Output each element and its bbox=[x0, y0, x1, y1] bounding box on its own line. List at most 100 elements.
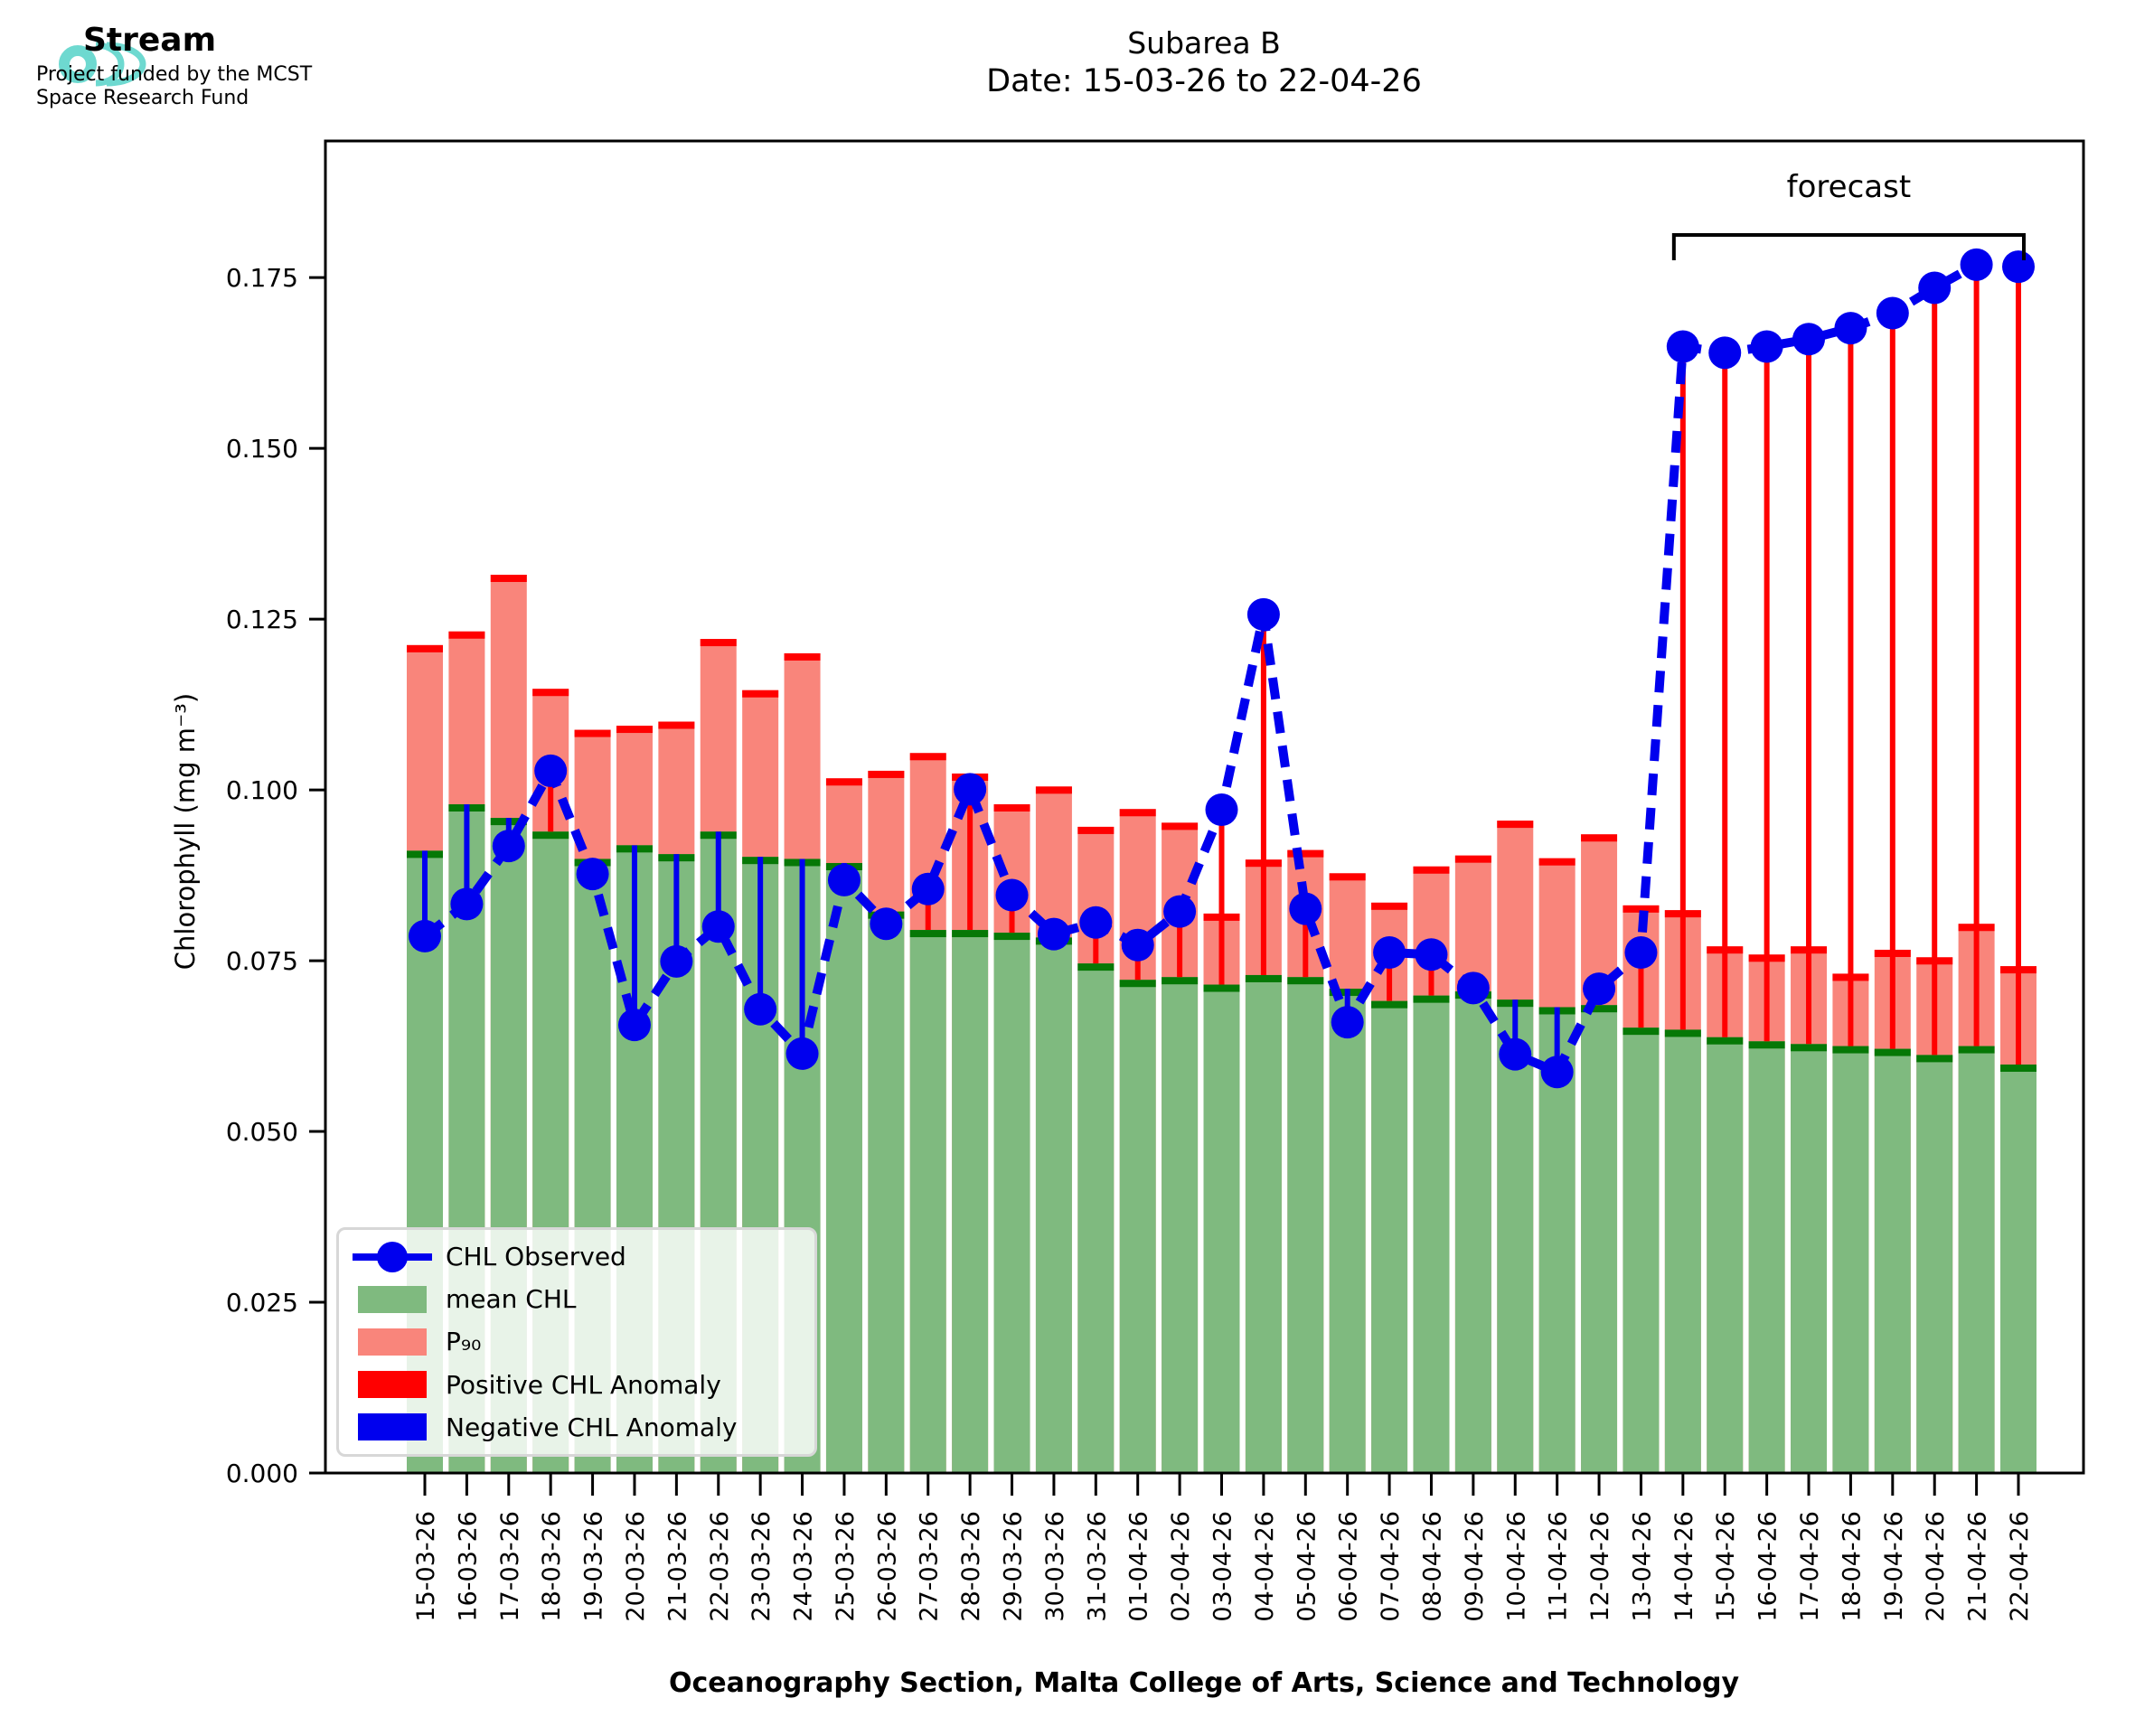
forecast-bracket bbox=[1671, 233, 2026, 260]
bar-mean bbox=[1203, 984, 1240, 1473]
bar-mean bbox=[1454, 991, 1491, 1473]
bar-mean bbox=[1581, 1005, 1618, 1473]
legend-observed-symbol bbox=[339, 1241, 446, 1272]
bar-mean-cap bbox=[1832, 1046, 1869, 1054]
logo-subtitle-line2: Space Research Fund bbox=[36, 87, 249, 109]
legend-label: Positive CHL Anomaly bbox=[446, 1369, 721, 1400]
bar-p90-cap bbox=[1497, 821, 1534, 829]
legend-row: P₉₀ bbox=[339, 1322, 814, 1362]
bar-p90-cap bbox=[742, 690, 779, 698]
x-tick-label: 19-03-26 bbox=[580, 1511, 608, 1622]
bar-p90-cap bbox=[1162, 822, 1199, 830]
legend-color-patch bbox=[339, 1285, 446, 1313]
x-tick-label: 15-04-26 bbox=[1712, 1511, 1740, 1622]
legend-patch-icon bbox=[358, 1371, 427, 1399]
x-tick-label: 02-04-26 bbox=[1167, 1511, 1195, 1622]
bar-mean bbox=[1329, 989, 1366, 1473]
bar-mean bbox=[1287, 977, 1324, 1473]
observed-dot bbox=[870, 907, 903, 941]
x-tick-label: 22-04-26 bbox=[2006, 1511, 2034, 1622]
x-tick-label: 10-04-26 bbox=[1502, 1511, 1530, 1622]
observed-dot bbox=[744, 992, 777, 1026]
bar-mean bbox=[1623, 1028, 1660, 1473]
legend-color-patch bbox=[339, 1371, 446, 1399]
bar-mean bbox=[1832, 1046, 1869, 1473]
x-tick-label: 29-03-26 bbox=[1000, 1511, 1028, 1622]
legend-color-patch bbox=[339, 1413, 446, 1441]
bar-p90-cap bbox=[784, 652, 821, 661]
legend-line bbox=[353, 1241, 432, 1272]
bar-mean-cap bbox=[2000, 1064, 2036, 1072]
legend-label: Negative CHL Anomaly bbox=[446, 1412, 738, 1442]
bar-p90-cap bbox=[1454, 855, 1491, 863]
observed-dot bbox=[1708, 336, 1742, 370]
bar-mean bbox=[1077, 963, 1115, 1473]
observed-dot bbox=[534, 754, 568, 787]
observed-dot bbox=[1121, 928, 1154, 962]
y-tick-label: 0.100 bbox=[226, 775, 298, 805]
logo-wave-core bbox=[59, 45, 97, 83]
observed-dot bbox=[1037, 917, 1070, 951]
bar-mean-cap bbox=[532, 831, 569, 840]
x-tick-label: 17-04-26 bbox=[1796, 1511, 1824, 1622]
bar-p90-cap bbox=[574, 729, 611, 737]
bar-mean-cap bbox=[1916, 1055, 1953, 1063]
bar-mean-cap bbox=[952, 930, 989, 938]
observed-dot bbox=[1624, 936, 1658, 970]
bar-mean bbox=[1916, 1055, 1953, 1473]
bar-mean-cap bbox=[1707, 1037, 1744, 1045]
legend-patch-icon bbox=[358, 1413, 427, 1441]
bar-mean-cap bbox=[1958, 1046, 1995, 1054]
x-tick-label: 18-04-26 bbox=[1838, 1511, 1866, 1622]
legend-row: CHL Observed bbox=[339, 1237, 814, 1277]
observed-dot bbox=[1792, 323, 1826, 356]
observed-dot bbox=[492, 830, 525, 863]
legend-row: mean CHL bbox=[339, 1280, 814, 1319]
x-tick-label: 25-03-26 bbox=[832, 1511, 860, 1622]
legend-label: P₉₀ bbox=[446, 1327, 482, 1357]
y-tick-label: 0.000 bbox=[226, 1459, 298, 1488]
x-tick-label: 20-04-26 bbox=[1922, 1511, 1950, 1622]
bar-mean-cap bbox=[1371, 1000, 1408, 1009]
x-tick-label: 19-04-26 bbox=[1880, 1511, 1908, 1622]
x-tick-label: 22-03-26 bbox=[706, 1511, 734, 1622]
bar-mean bbox=[1497, 999, 1534, 1473]
x-tick-label: 20-03-26 bbox=[622, 1511, 650, 1622]
bar-mean-cap bbox=[1203, 984, 1240, 992]
observed-dot bbox=[450, 887, 484, 921]
bar-mean bbox=[993, 933, 1030, 1473]
y-tick-label: 0.025 bbox=[226, 1288, 298, 1318]
y-tick-label: 0.125 bbox=[226, 605, 298, 634]
x-tick-label: 16-03-26 bbox=[454, 1511, 482, 1622]
observed-dot bbox=[1079, 906, 1113, 939]
observed-dot bbox=[1246, 597, 1280, 631]
bar-mean-cap bbox=[1119, 980, 1156, 988]
bar-p90-cap bbox=[490, 574, 527, 582]
x-tick-label: 23-03-26 bbox=[748, 1511, 776, 1622]
x-tick-label: 16-04-26 bbox=[1754, 1511, 1782, 1622]
bar-mean bbox=[1748, 1041, 1785, 1473]
bar-p90-cap bbox=[1538, 858, 1576, 866]
x-tick-label: 27-03-26 bbox=[916, 1511, 944, 1622]
observed-dot bbox=[1331, 1006, 1364, 1039]
legend-color-patch bbox=[339, 1328, 446, 1356]
bar-p90-cap bbox=[532, 689, 569, 697]
legend-patch-icon bbox=[358, 1285, 427, 1313]
observed-dot bbox=[1750, 330, 1783, 363]
x-tick-label: 30-03-26 bbox=[1041, 1511, 1069, 1622]
bar-p90-cap bbox=[616, 726, 653, 734]
bar-mean-cap bbox=[1623, 1028, 1660, 1036]
x-tick-label: 17-03-26 bbox=[496, 1511, 524, 1622]
x-tick-label: 07-04-26 bbox=[1377, 1511, 1405, 1622]
bar-p90-cap bbox=[909, 753, 946, 761]
chart-title: Subarea B bbox=[1127, 25, 1281, 61]
observed-dot bbox=[1960, 248, 1993, 281]
legend-row: Negative CHL Anomaly bbox=[339, 1407, 814, 1447]
bar-mean bbox=[1119, 980, 1156, 1473]
bar-p90-cap bbox=[448, 631, 485, 639]
observed-dot bbox=[1583, 972, 1616, 1006]
bar-mean-cap bbox=[1162, 977, 1199, 985]
observed-dot bbox=[1163, 895, 1197, 928]
x-tick-label: 05-04-26 bbox=[1293, 1511, 1321, 1622]
observed-dot bbox=[409, 919, 441, 952]
